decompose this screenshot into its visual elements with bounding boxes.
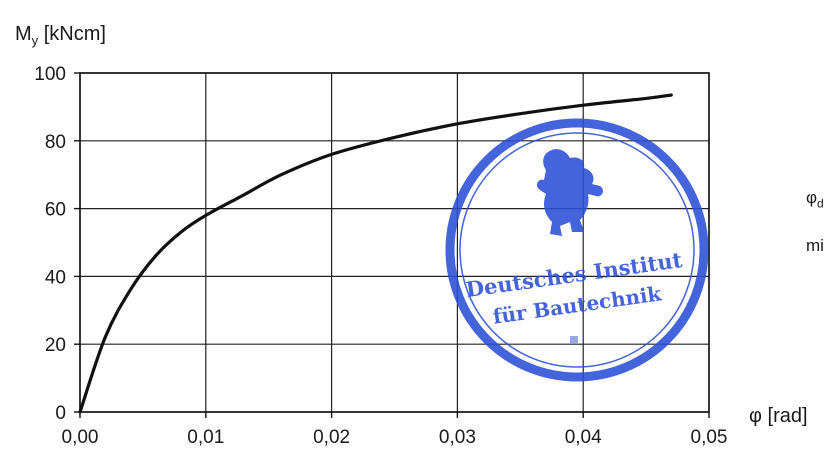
y-tick-label: 40 — [45, 267, 66, 288]
y-tick-labels: 0 20 40 60 80 100 — [34, 64, 66, 424]
x-axis-label: φ [rad] — [749, 405, 808, 427]
plot-frame — [79, 72, 710, 413]
x-tick-label: 0,03 — [439, 427, 476, 448]
y-tick-label: 80 — [45, 132, 66, 153]
y-tick-label: 0 — [55, 403, 66, 424]
x-tick-label: 0,05 — [691, 427, 728, 448]
axes — [74, 72, 710, 418]
x-tick-label: 0,00 — [62, 427, 99, 448]
side-text-phi: φd — [806, 188, 824, 211]
side-text-mi: mi — [806, 236, 824, 255]
stamp-mark — [570, 336, 578, 344]
y-tick-label: 100 — [34, 64, 66, 85]
x-tick-label: 0,04 — [565, 427, 602, 448]
x-tick-label: 0,01 — [187, 427, 224, 448]
y-tick-label: 20 — [45, 335, 66, 356]
institute-stamp: Deutsches Institut für Bautechnik — [445, 118, 709, 382]
bear-icon — [537, 149, 603, 236]
series-line — [78, 93, 673, 414]
x-tick-label: 0,02 — [313, 427, 350, 448]
y-tick-label: 60 — [45, 200, 66, 221]
y-axis-label: My [kNcm] — [15, 23, 106, 48]
x-tick-labels: 0,00 0,01 0,02 0,03 0,04 0,05 — [62, 427, 728, 448]
